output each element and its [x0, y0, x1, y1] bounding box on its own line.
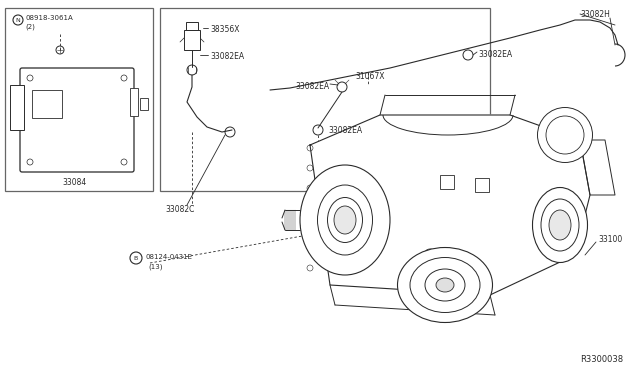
Bar	[10, 85, 24, 130]
Bar	[140, 98, 148, 110]
Text: N: N	[15, 17, 20, 22]
Text: 33082EA: 33082EA	[295, 82, 329, 91]
Text: 08124-0431E: 08124-0431E	[145, 254, 192, 260]
Ellipse shape	[541, 199, 579, 251]
Polygon shape	[310, 115, 590, 295]
Ellipse shape	[549, 210, 571, 240]
Bar	[160, 8, 490, 191]
Ellipse shape	[425, 269, 465, 301]
Bar	[186, 22, 198, 30]
Ellipse shape	[397, 247, 493, 323]
Text: 33082EA: 33082EA	[478, 50, 512, 59]
Polygon shape	[580, 140, 615, 195]
Bar	[184, 30, 200, 50]
Text: (13): (13)	[148, 263, 163, 269]
Bar	[5, 8, 153, 191]
Ellipse shape	[300, 165, 390, 275]
Bar	[440, 175, 454, 189]
Text: 31067X: 31067X	[355, 72, 385, 81]
Ellipse shape	[334, 206, 356, 234]
Text: B: B	[134, 256, 138, 260]
Bar	[32, 90, 62, 118]
Text: (2): (2)	[25, 24, 35, 31]
Ellipse shape	[436, 278, 454, 292]
Text: R3300038: R3300038	[580, 355, 623, 364]
Bar	[130, 88, 138, 116]
Ellipse shape	[538, 108, 593, 163]
Text: 33082EA: 33082EA	[210, 52, 244, 61]
Ellipse shape	[317, 185, 372, 255]
Text: 08918-3061A: 08918-3061A	[25, 15, 73, 21]
Text: 38356X: 38356X	[210, 25, 239, 34]
Text: 33084: 33084	[63, 178, 87, 187]
FancyBboxPatch shape	[20, 68, 134, 172]
Ellipse shape	[410, 257, 480, 312]
Text: 33082C: 33082C	[165, 205, 195, 214]
Ellipse shape	[546, 116, 584, 154]
Ellipse shape	[532, 187, 588, 263]
Text: 33082EA: 33082EA	[328, 126, 362, 135]
Ellipse shape	[328, 198, 362, 243]
Text: 33082H: 33082H	[580, 10, 610, 19]
Text: 33100: 33100	[598, 235, 622, 244]
Bar	[475, 178, 489, 192]
